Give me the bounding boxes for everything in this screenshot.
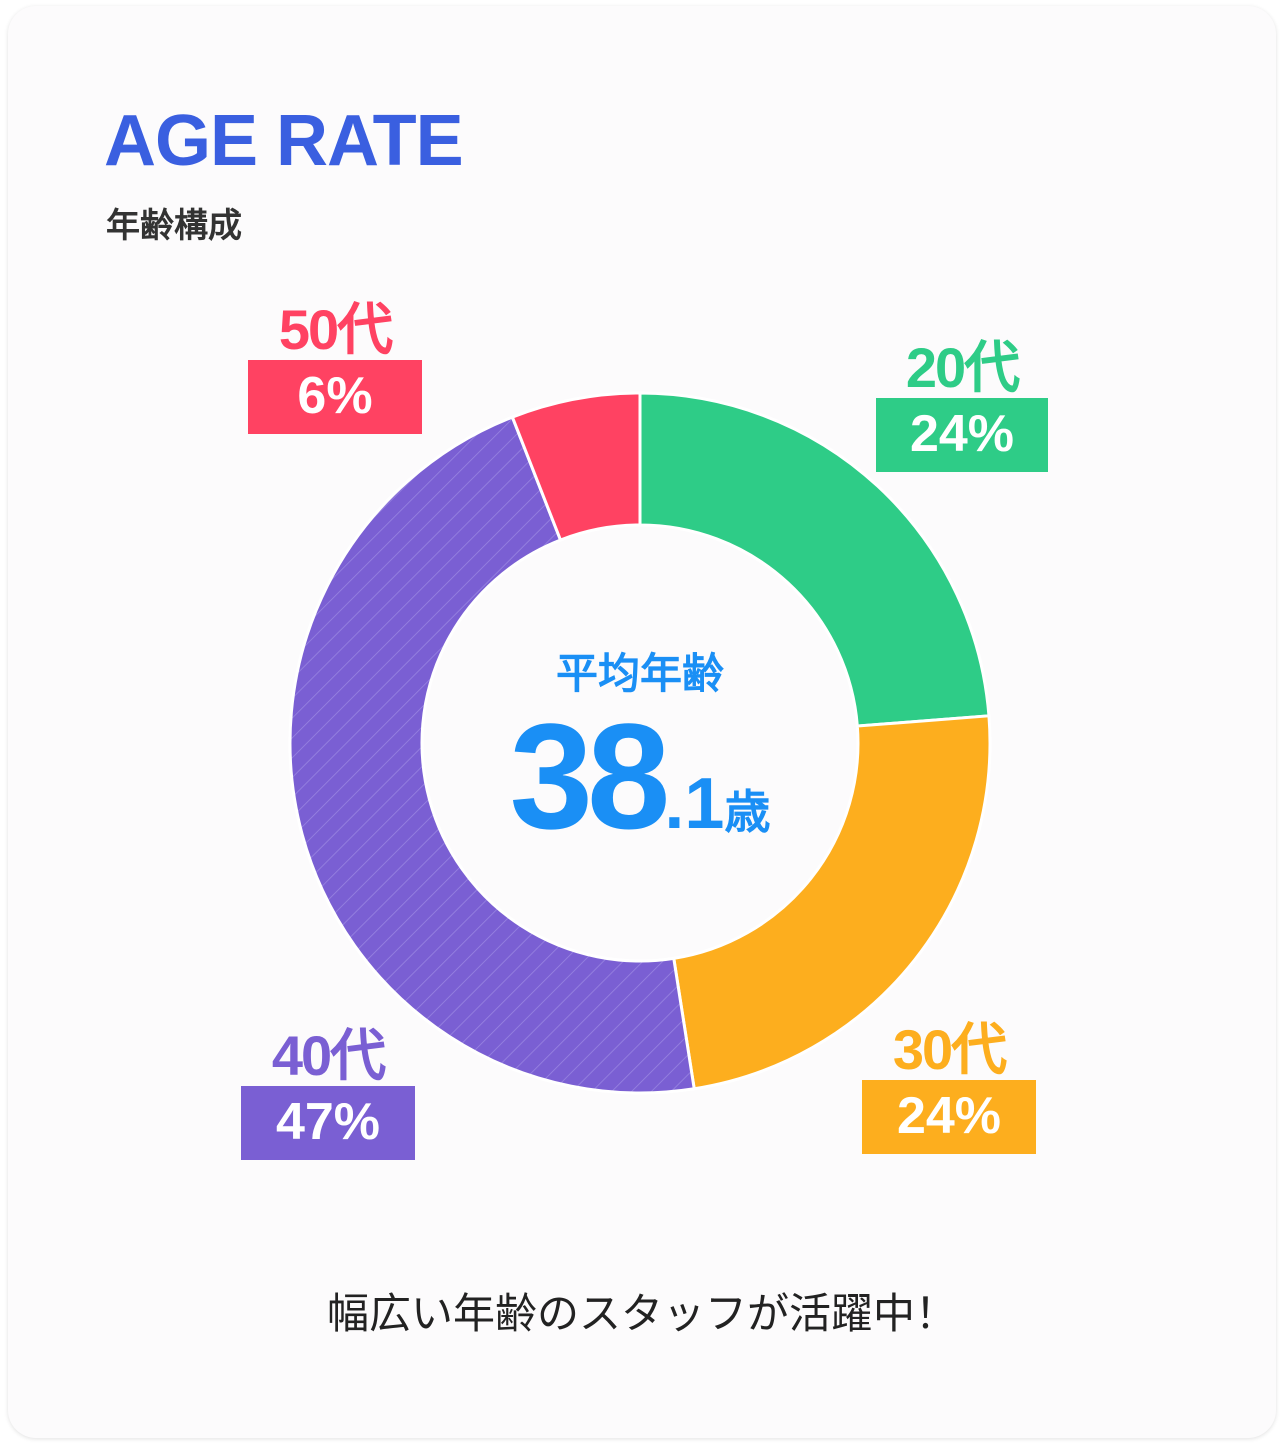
percent-text: 6%: [297, 367, 373, 425]
label-30s: 30代 24%: [862, 1020, 1036, 1154]
donut-slice-2: [672, 714, 992, 1091]
average-age-unit: 歳: [724, 785, 771, 839]
average-age-integer: 38: [509, 692, 671, 860]
percent-badge: 47%: [241, 1086, 415, 1160]
age-rate-card: [8, 6, 1276, 1438]
donut-slice-4: [510, 391, 642, 542]
percent-badge: 24%: [862, 1080, 1036, 1154]
average-age-value: 38.1歳: [440, 690, 840, 863]
category-text: 50代: [278, 298, 393, 361]
percent-text: 24%: [896, 1087, 1002, 1145]
percent-badge: 24%: [876, 398, 1048, 472]
average-age-decimal: .1: [664, 764, 725, 844]
percent-text: 47%: [275, 1093, 381, 1151]
average-age-label: 平均年齢: [555, 649, 724, 698]
percent-badge: 6%: [248, 360, 422, 434]
label-40s: 40代 47%: [241, 1026, 415, 1160]
page-title: AGE RATE: [104, 101, 464, 181]
category-label: 50代: [248, 300, 422, 360]
category-text: 30代: [892, 1018, 1007, 1081]
category-text: 40代: [271, 1024, 386, 1087]
category-label: 20代: [876, 338, 1048, 398]
donut-slice-3: [288, 415, 696, 1095]
category-label: 30代: [862, 1020, 1036, 1080]
percent-text: 24%: [909, 405, 1015, 463]
label-50s: 50代 6%: [248, 300, 422, 434]
page-subtitle: 年齢構成: [106, 206, 242, 246]
caption: 幅広い年齢のスタッフが活躍中！: [326, 1289, 957, 1338]
label-20s: 20代 24%: [876, 338, 1048, 472]
category-text: 20代: [905, 336, 1020, 399]
category-label: 40代: [241, 1026, 415, 1086]
donut-slice-1: [638, 391, 991, 728]
